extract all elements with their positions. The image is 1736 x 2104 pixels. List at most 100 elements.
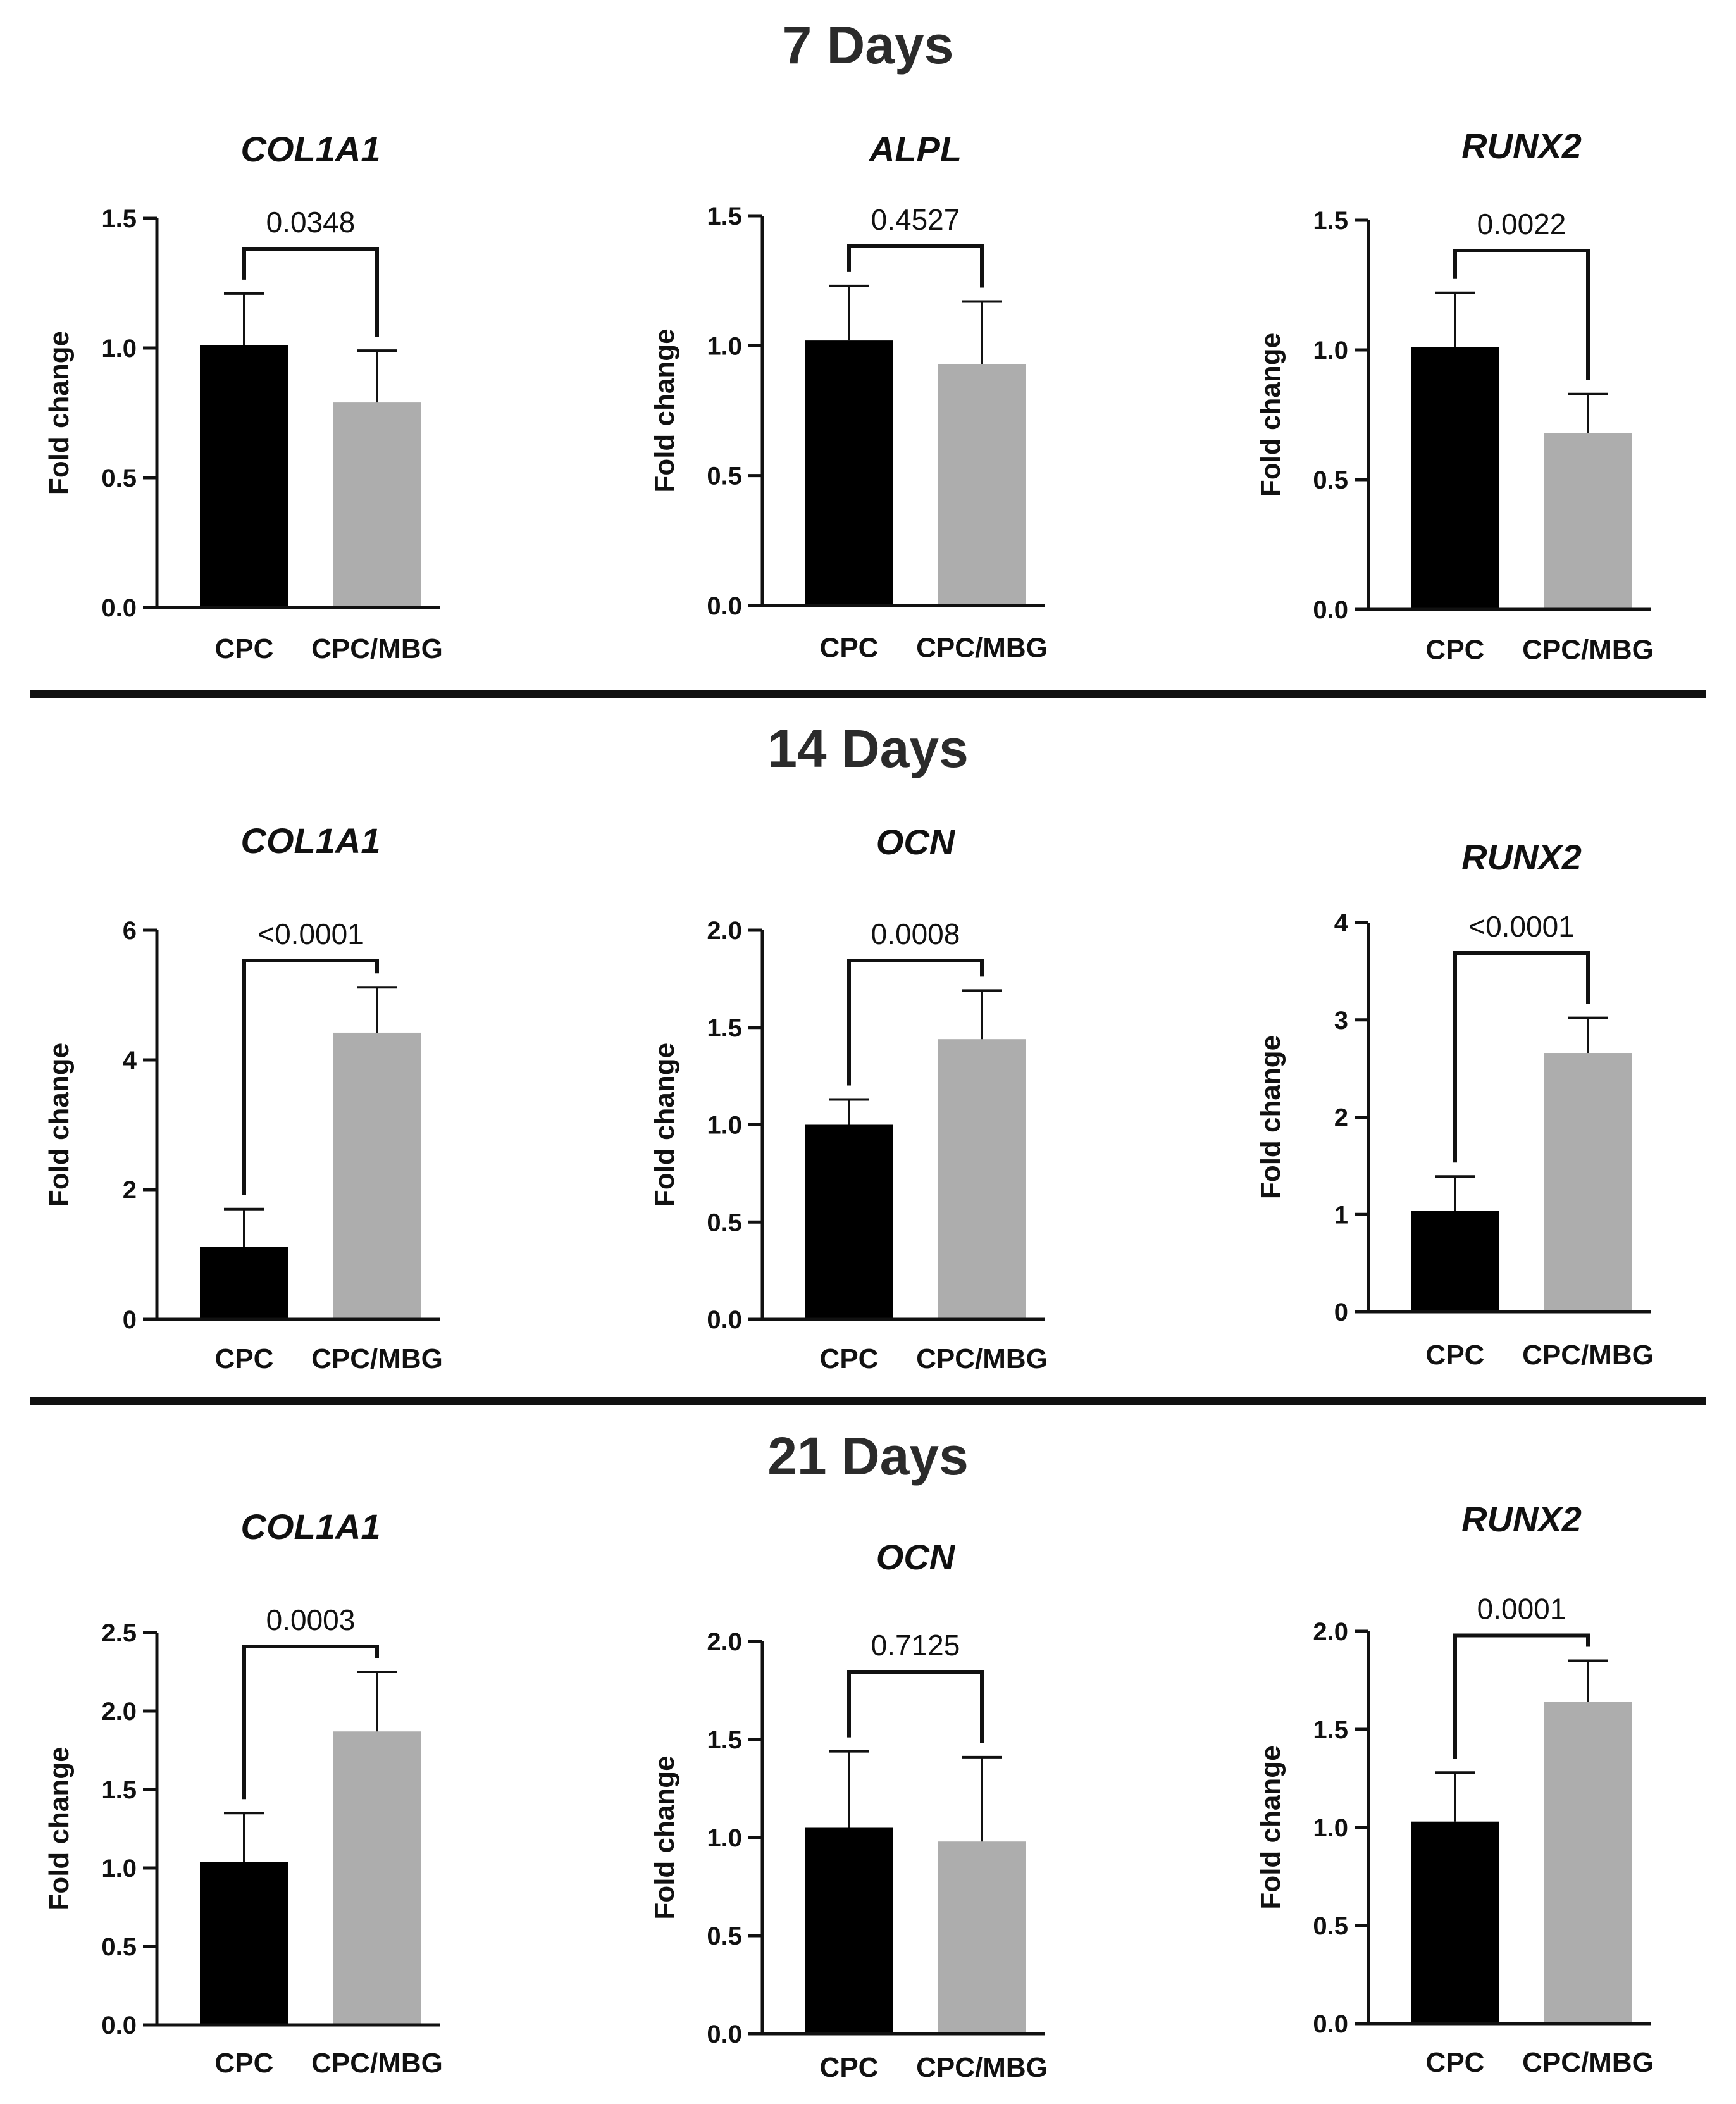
x-category-label: CPC/MBG [916, 633, 1048, 664]
p-value-label: 0.0348 [266, 206, 356, 239]
x-category-label: CPC [820, 633, 879, 664]
y-tick-label: 2 [1334, 1104, 1348, 1132]
bar-cpc [200, 1862, 288, 2025]
significance-bracket [847, 1670, 984, 1743]
x-category-label: CPC/MBG [311, 2048, 443, 2079]
bar-cpc-mbg [938, 364, 1026, 606]
bar-cpc [1411, 347, 1499, 609]
y-tick-label: 3 [1334, 1007, 1348, 1035]
chart-title: COL1A1 [241, 129, 381, 169]
p-value-label: 0.0022 [1477, 208, 1566, 240]
chart-panel: OCN Fold change 0.0 0.5 1.0 1.5 2.0 CPC CPC/MBG 0… [649, 1537, 1048, 2083]
y-tick-label: 2.5 [101, 1619, 137, 1647]
p-value-label: 0.7125 [871, 1629, 960, 1662]
y-tick-label: 2.0 [707, 917, 742, 945]
x-category-label: CPC [1426, 2047, 1485, 2078]
x-category-label: CPC [820, 2052, 879, 2083]
bar-cpc [805, 1124, 893, 1319]
significance-bracket [242, 959, 379, 1195]
p-value-label: 0.0003 [266, 1603, 356, 1636]
y-tick-label: 0.0 [707, 2020, 742, 2048]
bar-cpc [200, 345, 288, 607]
x-category-label: CPC/MBG [1522, 635, 1654, 666]
y-tick-label: 1.0 [1313, 337, 1348, 364]
y-tick-label: 6 [123, 917, 137, 945]
chart-panel: RUNX2 Fold change 0.0 0.5 1.0 1.5 2.0 CPC CPC/MB… [1255, 1499, 1654, 2078]
y-tick-label: 0.5 [101, 464, 137, 492]
chart-panel: RUNX2 Fold change 0.0 0.5 1.0 1.5 CPC CPC/MBG 0.… [1255, 126, 1654, 666]
chart-panel: COL1A1 Fold change 0.0 0.5 1.0 1.5 2.0 2.5 CPC CP… [44, 1507, 443, 2079]
significance-bracket [242, 247, 379, 337]
bar-cpc-mbg [333, 402, 421, 607]
x-category-label: CPC [1426, 635, 1485, 666]
bar-cpc-mbg [938, 1841, 1026, 2034]
bar-cpc-mbg [1544, 433, 1632, 609]
bar-cpc-mbg [333, 1731, 421, 2025]
significance-bracket [847, 244, 984, 288]
y-tick-label: 1.5 [1313, 1716, 1348, 1744]
y-tick-label: 1.5 [1313, 207, 1348, 235]
x-category-label: CPC/MBG [1522, 2047, 1654, 2078]
y-tick-label: 2 [123, 1176, 137, 1204]
y-tick-label: 0.5 [1313, 466, 1348, 494]
chart-title: OCN [876, 822, 956, 862]
p-value-label: 0.4527 [871, 203, 960, 236]
bar-cpc [1411, 1821, 1499, 2024]
p-value-label: 0.0001 [1477, 1593, 1566, 1626]
x-category-label: CPC [820, 1343, 879, 1374]
significance-bracket [1453, 1633, 1590, 1759]
x-category-label: CPC/MBG [311, 1343, 443, 1374]
y-axis-label: Fold change [44, 1043, 75, 1207]
y-tick-label: 2.0 [101, 1698, 137, 1726]
y-tick-label: 1.0 [1313, 1814, 1348, 1842]
chart-title: ALPL [868, 129, 962, 169]
bar-cpc [805, 340, 893, 606]
y-tick-label: 0.0 [101, 2012, 137, 2039]
x-category-label: CPC/MBG [1522, 1340, 1654, 1371]
significance-bracket [1453, 951, 1590, 1163]
y-tick-label: 1.5 [707, 1726, 742, 1754]
y-axis-label: Fold change [44, 331, 75, 495]
y-tick-label: 2.0 [707, 1628, 742, 1656]
y-tick-label: 1.0 [707, 332, 742, 360]
bar-cpc [1411, 1211, 1499, 1312]
y-tick-label: 0.0 [1313, 596, 1348, 624]
x-category-label: CPC [215, 2048, 274, 2079]
y-axis-label: Fold change [1255, 1745, 1286, 1909]
x-category-label: CPC [215, 633, 274, 664]
y-tick-label: 4 [1334, 909, 1349, 937]
y-tick-label: 1.0 [101, 1855, 137, 1883]
y-axis-label: Fold change [649, 1755, 680, 1919]
p-value-label: <0.0001 [1468, 910, 1575, 943]
chart-title: OCN [876, 1537, 956, 1577]
y-tick-label: 0.0 [101, 594, 137, 622]
y-tick-label: 0.0 [707, 1306, 742, 1334]
y-tick-label: 1.5 [101, 205, 137, 233]
p-value-label: <0.0001 [257, 918, 364, 950]
y-tick-label: 0.5 [101, 1933, 137, 1961]
y-axis-label: Fold change [649, 328, 680, 492]
y-tick-label: 1.5 [101, 1776, 137, 1804]
y-tick-label: 0.0 [707, 592, 742, 620]
x-category-label: CPC/MBG [311, 633, 443, 664]
y-tick-label: 0.5 [707, 463, 742, 490]
y-tick-label: 0 [123, 1306, 137, 1334]
chart-panel: COL1A1 Fold change 0 2 4 6 CPC CPC/MBG <0.0001 [44, 821, 443, 1374]
x-category-label: CPC/MBG [916, 2052, 1048, 2083]
bar-cpc-mbg [938, 1039, 1026, 1319]
y-tick-label: 1.0 [707, 1112, 742, 1140]
chart-title: RUNX2 [1461, 126, 1582, 166]
y-tick-label: 0.5 [707, 1922, 742, 1950]
y-tick-label: 0.5 [707, 1209, 742, 1236]
bar-cpc [200, 1247, 288, 1319]
y-tick-label: 0.0 [1313, 2010, 1348, 2038]
y-axis-label: Fold change [44, 1746, 75, 1910]
bar-cpc [805, 1827, 893, 2034]
chart-title: COL1A1 [241, 1507, 381, 1547]
y-tick-label: 4 [123, 1047, 137, 1074]
chart-title: RUNX2 [1461, 1499, 1582, 1539]
y-tick-label: 1.5 [707, 202, 742, 230]
x-category-label: CPC/MBG [916, 1343, 1048, 1374]
y-tick-label: 2.0 [1313, 1618, 1348, 1646]
